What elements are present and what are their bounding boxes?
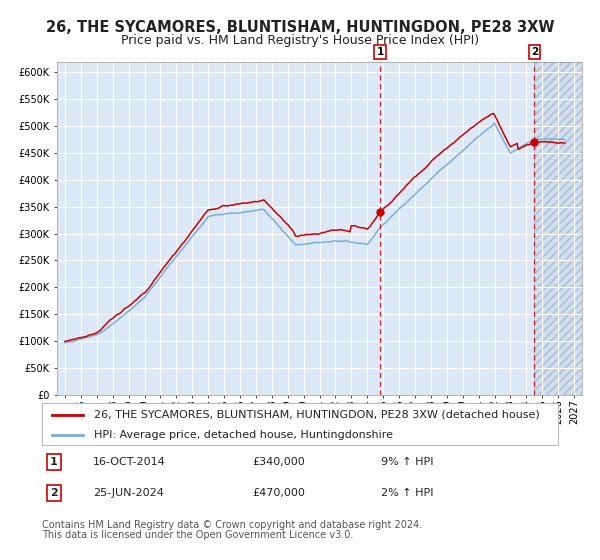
Text: 16-OCT-2014: 16-OCT-2014	[93, 457, 166, 467]
Text: HPI: Average price, detached house, Huntingdonshire: HPI: Average price, detached house, Hunt…	[94, 430, 392, 440]
Text: 1: 1	[50, 457, 58, 467]
Text: 2% ↑ HPI: 2% ↑ HPI	[381, 488, 433, 498]
Text: 2: 2	[50, 488, 58, 498]
Text: This data is licensed under the Open Government Licence v3.0.: This data is licensed under the Open Gov…	[42, 530, 353, 540]
Bar	[534, 62, 582, 395]
Text: 26, THE SYCAMORES, BLUNTISHAM, HUNTINGDON, PE28 3XW: 26, THE SYCAMORES, BLUNTISHAM, HUNTINGDO…	[46, 20, 554, 35]
FancyBboxPatch shape	[42, 403, 558, 445]
Text: 9% ↑ HPI: 9% ↑ HPI	[381, 457, 433, 467]
Text: Price paid vs. HM Land Registry's House Price Index (HPI): Price paid vs. HM Land Registry's House …	[121, 34, 479, 46]
Text: 1: 1	[376, 46, 383, 57]
Text: 2: 2	[530, 46, 538, 57]
Text: 25-JUN-2024: 25-JUN-2024	[93, 488, 164, 498]
Text: £470,000: £470,000	[252, 488, 305, 498]
Text: £340,000: £340,000	[252, 457, 305, 467]
Text: Contains HM Land Registry data © Crown copyright and database right 2024.: Contains HM Land Registry data © Crown c…	[42, 520, 422, 530]
Bar	[534, 62, 582, 395]
Text: 26, THE SYCAMORES, BLUNTISHAM, HUNTINGDON, PE28 3XW (detached house): 26, THE SYCAMORES, BLUNTISHAM, HUNTINGDO…	[94, 410, 539, 420]
